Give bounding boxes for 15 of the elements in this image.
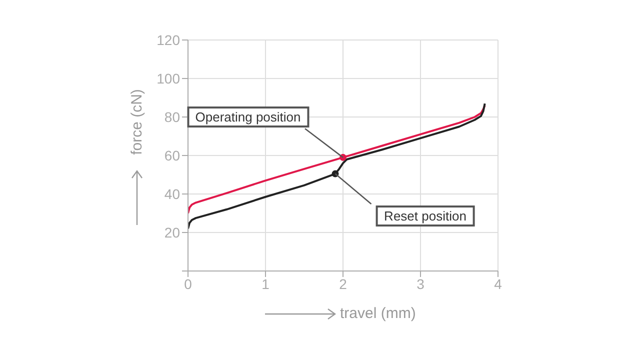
x-tick-label: 3	[416, 276, 425, 292]
y-tick-label: 60	[164, 147, 180, 164]
y-tick-label: 120	[156, 32, 180, 48]
y-axis-title: force (cN)	[128, 89, 146, 155]
y-tick-label: 100	[156, 70, 180, 86]
annotation: Operating position	[187, 106, 309, 128]
x-axis-title: travel (mm)	[340, 305, 416, 322]
x-tick-label: 4	[494, 276, 502, 292]
annotation: Reset position	[376, 205, 474, 226]
x-tick-label: 1	[262, 276, 270, 292]
x-tick-label: 2	[339, 276, 348, 292]
y-tick-label: 20	[164, 224, 180, 240]
y-tick-label: 40	[164, 186, 180, 202]
y-tick-label: 80	[164, 108, 180, 125]
x-tick-label: 0	[184, 276, 192, 292]
